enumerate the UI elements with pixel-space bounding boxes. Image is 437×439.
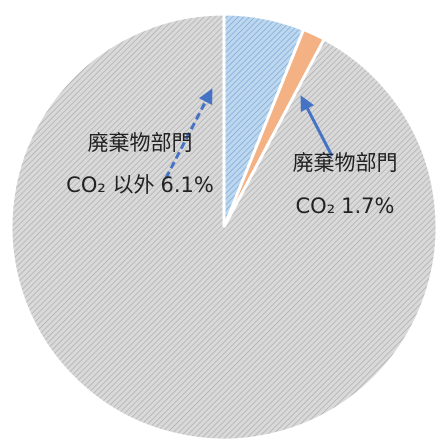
slice-label: 廃棄物部門 [293,151,398,175]
slice-label: CO₂ [296,194,336,218]
pie-slice [9,12,437,439]
slice-label: CO₂ 1.7% [296,194,395,218]
slice-label: CO₂ 以外 [66,173,154,197]
slices [9,12,437,439]
labels: 廃棄物部門 CO₂ 以外 6.1% 廃棄物部門 CO₂ 1.7% [66,131,397,218]
arrow [164,88,213,179]
slice-label: CO₂ 以外 6.1% [66,173,214,197]
value-label: 1.7% [341,194,394,218]
value-label: 6.1% [160,173,213,197]
slice-label: 廃棄物部門 [88,131,193,155]
arrow [300,95,334,157]
